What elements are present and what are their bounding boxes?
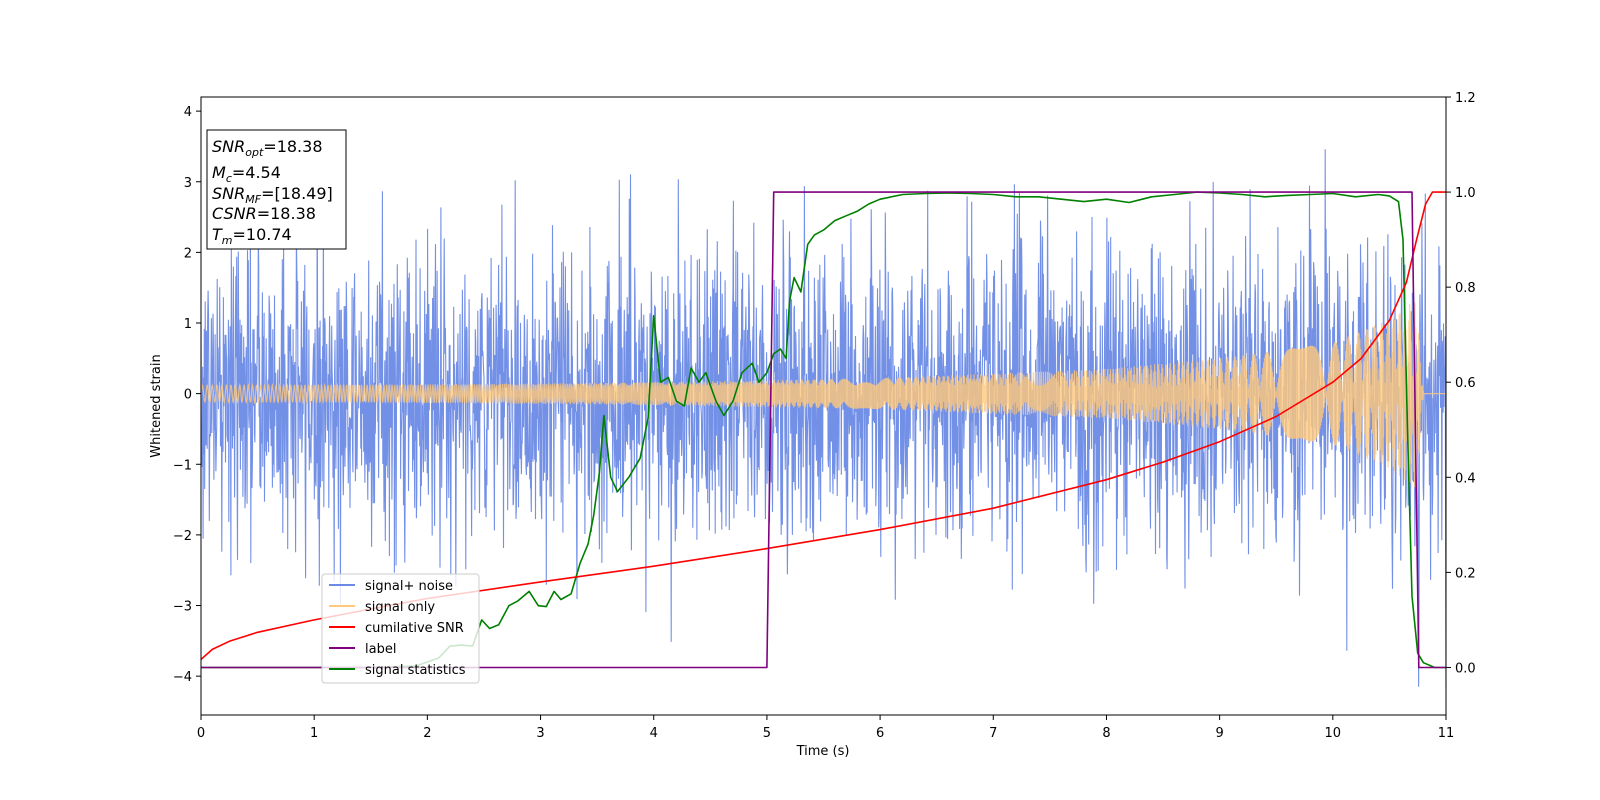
annotation-value: =4.54 [232,163,281,182]
annotation-subscript: c [226,172,232,185]
x-tick-label: 9 [1215,726,1223,741]
snr-annotation-box: SNRopt=18.38Mc=4.54SNRMF=[18.49]CSNR=18.… [206,129,347,250]
y-axis-left: −4 −3 −2 −1 0 1 2 3 4 [173,105,201,685]
annotation-symbol: CSNR [212,204,257,223]
y2-tick-label: 0.6 [1455,376,1476,391]
annotation-subscript: opt [245,146,264,159]
x-axis-title: Time (s) [796,744,850,759]
x-tick-label: 3 [536,726,544,741]
x-tick-label: 6 [876,726,884,741]
annotation-line: SNRopt=18.38 [212,137,323,159]
plot-area [201,149,1446,687]
y2-tick-label: 0.2 [1455,566,1476,581]
annotation-subscript: MF [245,193,261,206]
annotation-symbol: M [212,163,226,182]
y-tick-label: −3 [173,600,192,615]
annotation-symbol: SNR [212,137,245,156]
x-axis: 0 1 2 3 4 5 6 7 8 9 10 11 [197,715,1454,741]
annotation-line: SNRMF=[18.49] [212,184,333,206]
signal-statistics-line [201,191,1446,669]
x-tick-label: 5 [763,726,771,741]
annotation-frame [206,129,347,250]
x-tick-label: 7 [989,726,997,741]
annotation-symbol: SNR [212,184,245,203]
y-tick-label: −4 [173,670,192,685]
signal-noise-series [201,149,1446,687]
y-axis-right: 0.0 0.2 0.4 0.6 0.8 1.0 1.2 [1446,91,1476,676]
legend-label: signal only [365,600,435,615]
legend-label: signal+ noise [365,579,453,594]
legend-frame [321,573,480,684]
annotation-line: Mc=4.54 [212,163,281,185]
x-tick-label: 11 [1438,726,1455,741]
y-tick-label: 0 [184,388,192,403]
y-tick-label: 2 [184,246,192,261]
x-tick-label: 8 [1102,726,1110,741]
annotation-line: CSNR=18.38 [212,204,316,223]
annotation-value: =18.38 [257,204,316,223]
y-tick-label: 3 [184,176,192,191]
x-tick-label: 4 [650,726,658,741]
y2-tick-label: 0.0 [1455,661,1476,676]
x-tick-label: 0 [197,726,205,741]
y2-tick-label: 1.0 [1455,186,1476,201]
y2-tick-label: 1.2 [1455,91,1476,106]
y-axis-title: Whitened strain [149,354,164,457]
y-tick-label: 1 [184,317,192,332]
signal-noise-line [201,149,1446,687]
signal-only-line [201,302,1446,488]
y-tick-label: −1 [173,458,192,473]
annotation-line: Tm=10.74 [212,225,292,247]
legend-label: signal statistics [365,663,466,678]
y-tick-label: −2 [173,529,192,544]
y-tick-label: 4 [184,105,192,120]
annotation-value: =18.38 [263,137,322,156]
legend-label: cumilative SNR [365,621,464,636]
x-tick-label: 1 [310,726,318,741]
legend-label: label [365,642,396,657]
right-axis-series [201,191,1446,669]
x-tick-label: 10 [1325,726,1342,741]
annotation-symbol: T [212,225,223,244]
y2-tick-label: 0.8 [1455,281,1476,296]
plot-frame [200,96,1447,716]
x-tick-label: 2 [423,726,431,741]
signal-only-series [201,302,1446,488]
label-line [201,191,1446,669]
legend: signal+ noise signal only cumilative SNR la… [321,573,480,684]
annotation-value: =[18.49] [261,184,333,203]
annotation-subscript: m [222,234,233,247]
y2-tick-label: 0.4 [1455,471,1476,486]
annotation-value: =10.74 [233,225,292,244]
cumulative-snr-line [201,191,1446,660]
